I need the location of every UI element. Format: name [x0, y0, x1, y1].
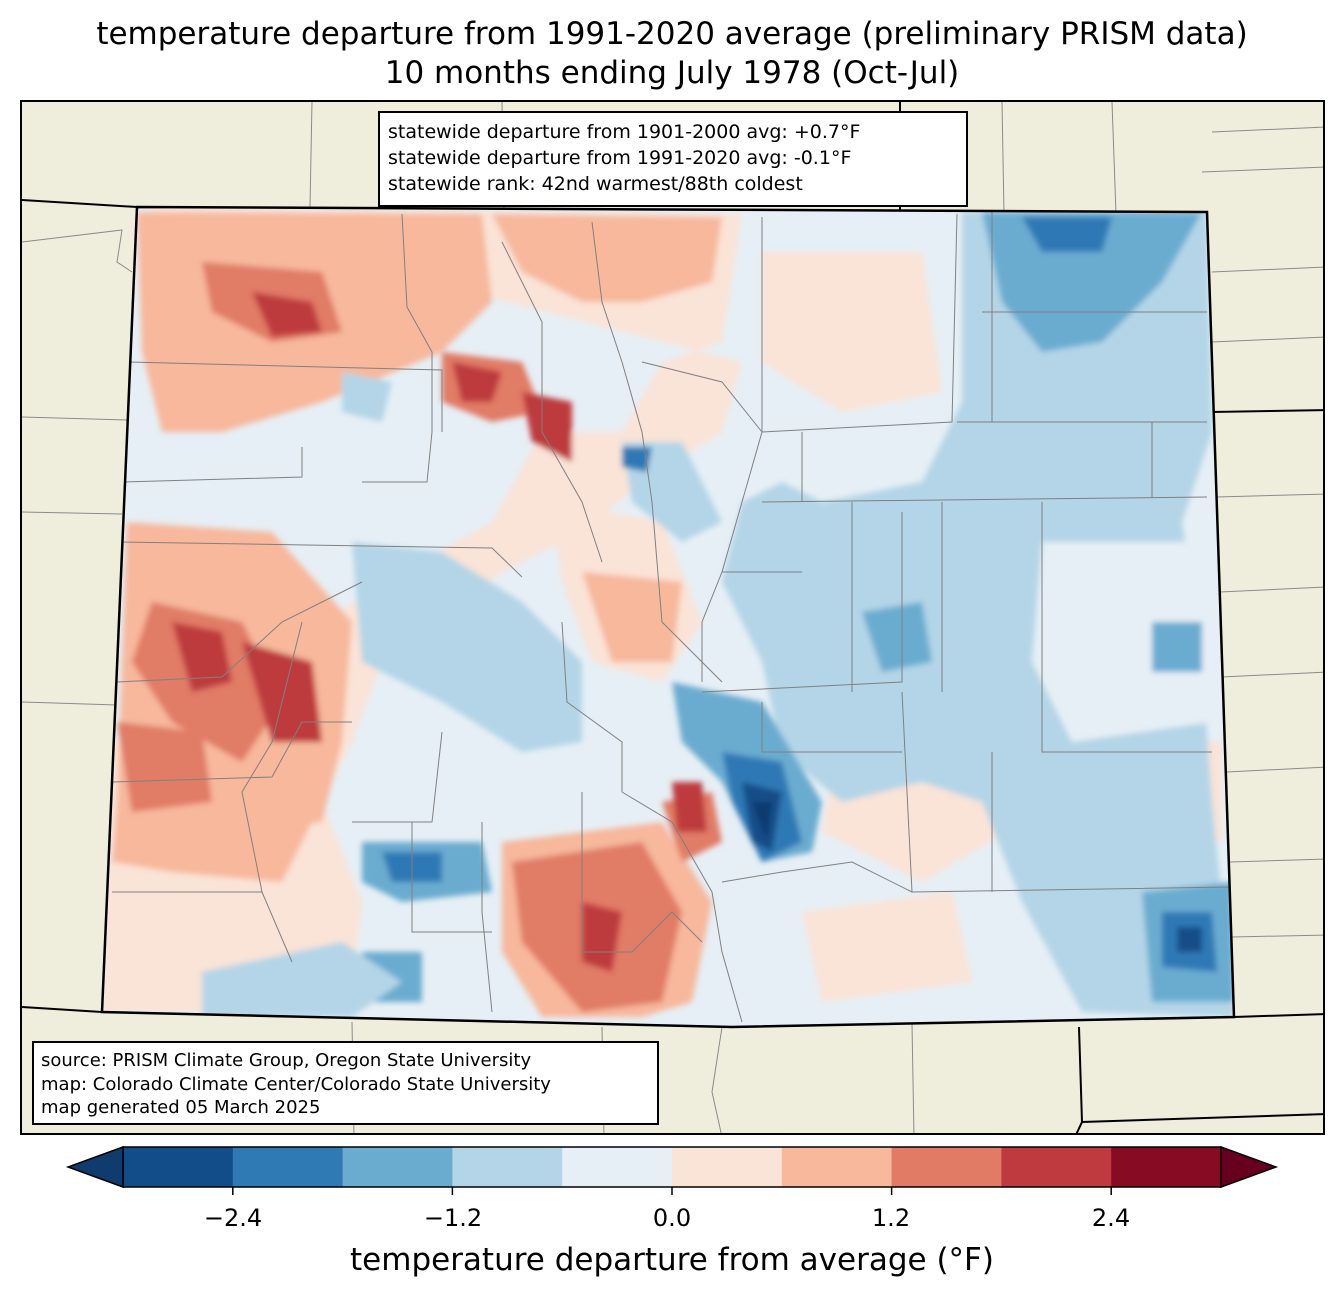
colorbar-cell [562, 1147, 673, 1187]
colorbar-cell [672, 1147, 783, 1187]
colorbar-cell [232, 1147, 344, 1187]
map-panel [20, 100, 1325, 1135]
colorbar-tick-label: 0.0 [652, 1204, 692, 1232]
neighbor-county-lines [22, 102, 1323, 1133]
colorbar-cell [123, 1147, 234, 1187]
stat-1901-2000: statewide departure from 1901-2000 avg: … [388, 121, 861, 143]
colorbar-tick-label: 2.4 [1091, 1204, 1131, 1232]
credit-map: map: Colorado Climate Center/Colorado St… [41, 1073, 551, 1095]
colorado-state-outline [100, 205, 1236, 1029]
colorbar-cell [891, 1147, 1002, 1187]
stat-rank: statewide rank: 42nd warmest/88th coldes… [388, 173, 803, 195]
map-title: temperature departure from 1991-2020 ave… [96, 16, 1248, 52]
colorbar-tick-label: 1.2 [871, 1204, 911, 1232]
colorbar-cell [452, 1147, 563, 1187]
colorbar-cell [1001, 1147, 1112, 1187]
colorado-map [22, 102, 1323, 1133]
colorbar-cell [342, 1147, 453, 1187]
colorbar-tick-label: −2.4 [203, 1204, 263, 1232]
credits-box: source: PRISM Climate Group, Oregon Stat… [32, 1041, 659, 1125]
credit-generated: map generated 05 March 2025 [41, 1097, 321, 1118]
colorbar-tick-label: −1.2 [423, 1204, 483, 1232]
stat-1991-2020: statewide departure from 1991-2020 avg: … [388, 147, 852, 169]
colorbar-cell [781, 1147, 893, 1187]
map-subtitle: 10 months ending July 1978 (Oct-Jul) [384, 55, 960, 91]
county-lines [111, 212, 1233, 1023]
colorbar-cell [1111, 1147, 1222, 1187]
credit-source: source: PRISM Climate Group, Oregon Stat… [41, 1050, 532, 1071]
colorbar-label: temperature departure from average (°F) [350, 1242, 994, 1278]
temperature-anomaly-field [102, 207, 1234, 1027]
statewide-stats-box: statewide departure from 1901-2000 avg: … [378, 111, 968, 207]
colorbar-low-extension [65, 1145, 124, 1189]
colorbar [65, 1145, 1279, 1195]
colorbar-high-extension [1220, 1145, 1279, 1189]
